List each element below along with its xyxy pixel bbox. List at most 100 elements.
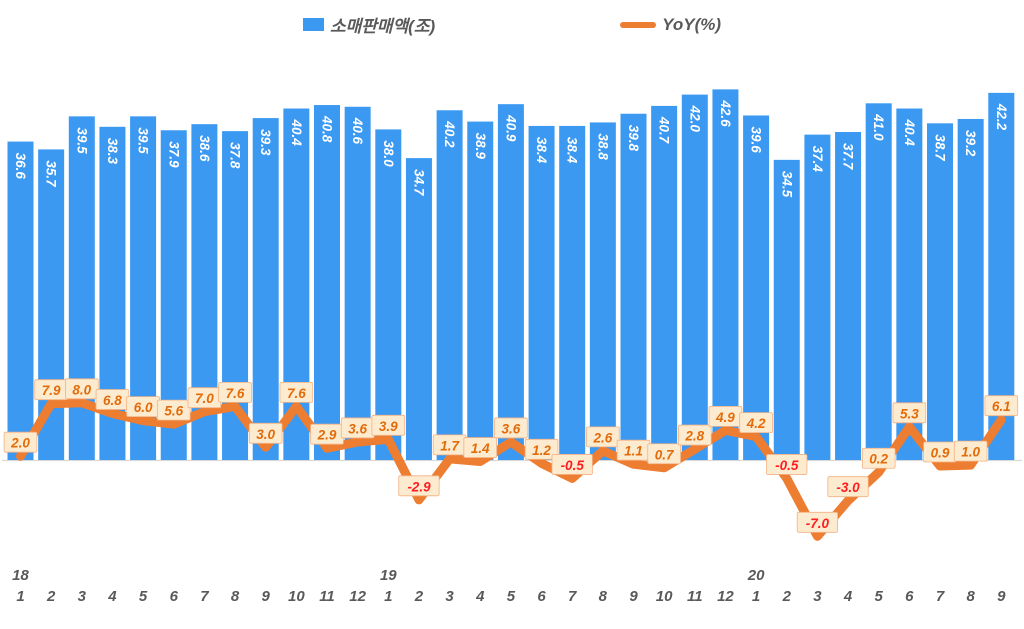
yoy-value-label-box [218, 381, 252, 403]
yoy-value-label: 1.4 [471, 441, 490, 456]
yoy-value-label: 2.9 [317, 428, 337, 443]
bar [835, 132, 862, 460]
bar-value-label: 38.7 [933, 134, 948, 162]
bar-value-label: 38.6 [197, 135, 212, 162]
bar-value-label: 40.8 [320, 115, 335, 143]
yoy-value-label-box [586, 426, 620, 448]
yoy-value-label-box [156, 399, 191, 421]
yoy-value-label: 1.0 [961, 445, 980, 460]
bar-value-label: 35.7 [44, 160, 59, 188]
yoy-value-label-box [524, 438, 559, 460]
x-axis-month-label: 12 [717, 588, 734, 605]
yoy-value-label: 6.0 [134, 400, 153, 415]
x-axis-month-label: 9 [629, 588, 638, 605]
bar-series-swatch-icon [302, 18, 324, 31]
x-axis-month-label: 6 [537, 588, 546, 605]
bar-value-label: 40.9 [503, 114, 518, 142]
bar [957, 118, 984, 461]
yoy-value-label-box [65, 378, 99, 400]
x-axis-month-label: 5 [875, 588, 884, 605]
x-axis-year-label: 18 [12, 567, 29, 584]
yoy-value-label: -0.5 [561, 458, 585, 473]
x-axis-month-label: 11 [319, 588, 335, 605]
yoy-value-label: -2.9 [407, 479, 431, 494]
yoy-value-label-box [766, 454, 808, 475]
x-axis-month-label: 10 [288, 588, 305, 605]
bar-value-label: 41.0 [871, 113, 886, 141]
yoy-value-label-box [463, 437, 498, 458]
bar-value-label: 42.2 [994, 103, 1009, 131]
yoy-value-label-box [248, 422, 283, 444]
x-axis-month-label: 8 [599, 588, 608, 605]
bar [927, 123, 953, 460]
x-axis-month-label: 9 [997, 588, 1006, 605]
bar-value-label: 36.6 [13, 153, 28, 180]
bar [405, 158, 432, 461]
bar-value-label: 39.2 [963, 130, 978, 157]
yoy-value-label-box [739, 412, 773, 434]
x-axis-month-label: 2 [782, 588, 792, 605]
yoy-value-label: 6.8 [103, 393, 122, 408]
bar-value-label: 42.6 [718, 99, 733, 127]
legend-item-yoy: YoY(%) [620, 15, 721, 35]
yoy-value-label-box [953, 440, 988, 462]
bar-value-label: 40.7 [657, 116, 672, 145]
yoy-value-label-box [3, 431, 38, 453]
bar-value-label: 42.0 [687, 105, 702, 133]
bar [497, 104, 524, 461]
bar [314, 105, 340, 460]
bar [896, 108, 923, 461]
yoy-value-label: 6.1 [992, 399, 1011, 414]
bar-value-label: 38.0 [381, 140, 396, 167]
bar [712, 89, 739, 460]
bar [7, 141, 34, 460]
bar-value-label: 34.7 [411, 169, 426, 197]
bar-value-label: 37.9 [166, 141, 181, 168]
bar-value-label: 39.5 [136, 127, 151, 154]
x-axis-month-label: 3 [813, 588, 822, 605]
x-axis-month-label: 12 [349, 588, 366, 605]
yoy-value-label: 4.9 [715, 410, 735, 425]
yoy-value-label-box [371, 414, 406, 436]
bar-value-label: 38.4 [565, 137, 580, 164]
bar-value-label: 37.7 [841, 143, 856, 171]
yoy-value-label: 0.2 [869, 452, 888, 467]
x-axis-month-label: 10 [656, 588, 673, 605]
bar [865, 103, 892, 461]
bar [252, 118, 279, 460]
bar-value-label: 34.5 [779, 171, 794, 198]
bar-value-label: 38.9 [473, 133, 488, 160]
yoy-value-label: 2.0 [10, 436, 30, 451]
yoy-value-label: 0.9 [931, 445, 950, 460]
yoy-value-label-box [892, 402, 927, 424]
bar [375, 129, 402, 460]
yoy-value-label: 1.2 [532, 443, 551, 458]
bar [589, 122, 616, 460]
bar-value-label: 38.4 [534, 137, 549, 164]
yoy-value-label-box [796, 511, 839, 533]
bar-value-label: 39.6 [749, 126, 764, 153]
x-axis-month-label: 1 [752, 588, 760, 605]
x-axis-month-label: 11 [687, 588, 703, 605]
bar-value-label: 40.4 [902, 119, 917, 147]
yoy-value-label: 5.3 [900, 406, 919, 421]
bar-value-label: 40.2 [442, 120, 457, 148]
bar-value-label: 39.8 [626, 125, 641, 152]
bar-value-label: 37.4 [810, 146, 825, 173]
bar [681, 94, 708, 460]
line-series-swatch-icon [620, 21, 657, 28]
bar [344, 106, 371, 460]
bar-value-label: 37.8 [228, 142, 243, 169]
yoy-value-label: 3.6 [348, 421, 367, 436]
x-axis-month-label: 9 [262, 588, 271, 605]
x-axis-month-label: 2 [46, 588, 56, 605]
yoy-value-label: 5.6 [164, 404, 183, 419]
x-axis-month-label: 7 [568, 588, 577, 605]
bar-value-label: 39.5 [74, 127, 89, 154]
x-axis-year-label: 20 [747, 567, 765, 584]
x-axis-month-label: 2 [414, 588, 424, 605]
yoy-value-label: -7.0 [806, 516, 830, 531]
x-axis-month-label: 5 [139, 588, 148, 605]
legend-item-retail-sales: 소매판매액(조) [302, 12, 435, 37]
